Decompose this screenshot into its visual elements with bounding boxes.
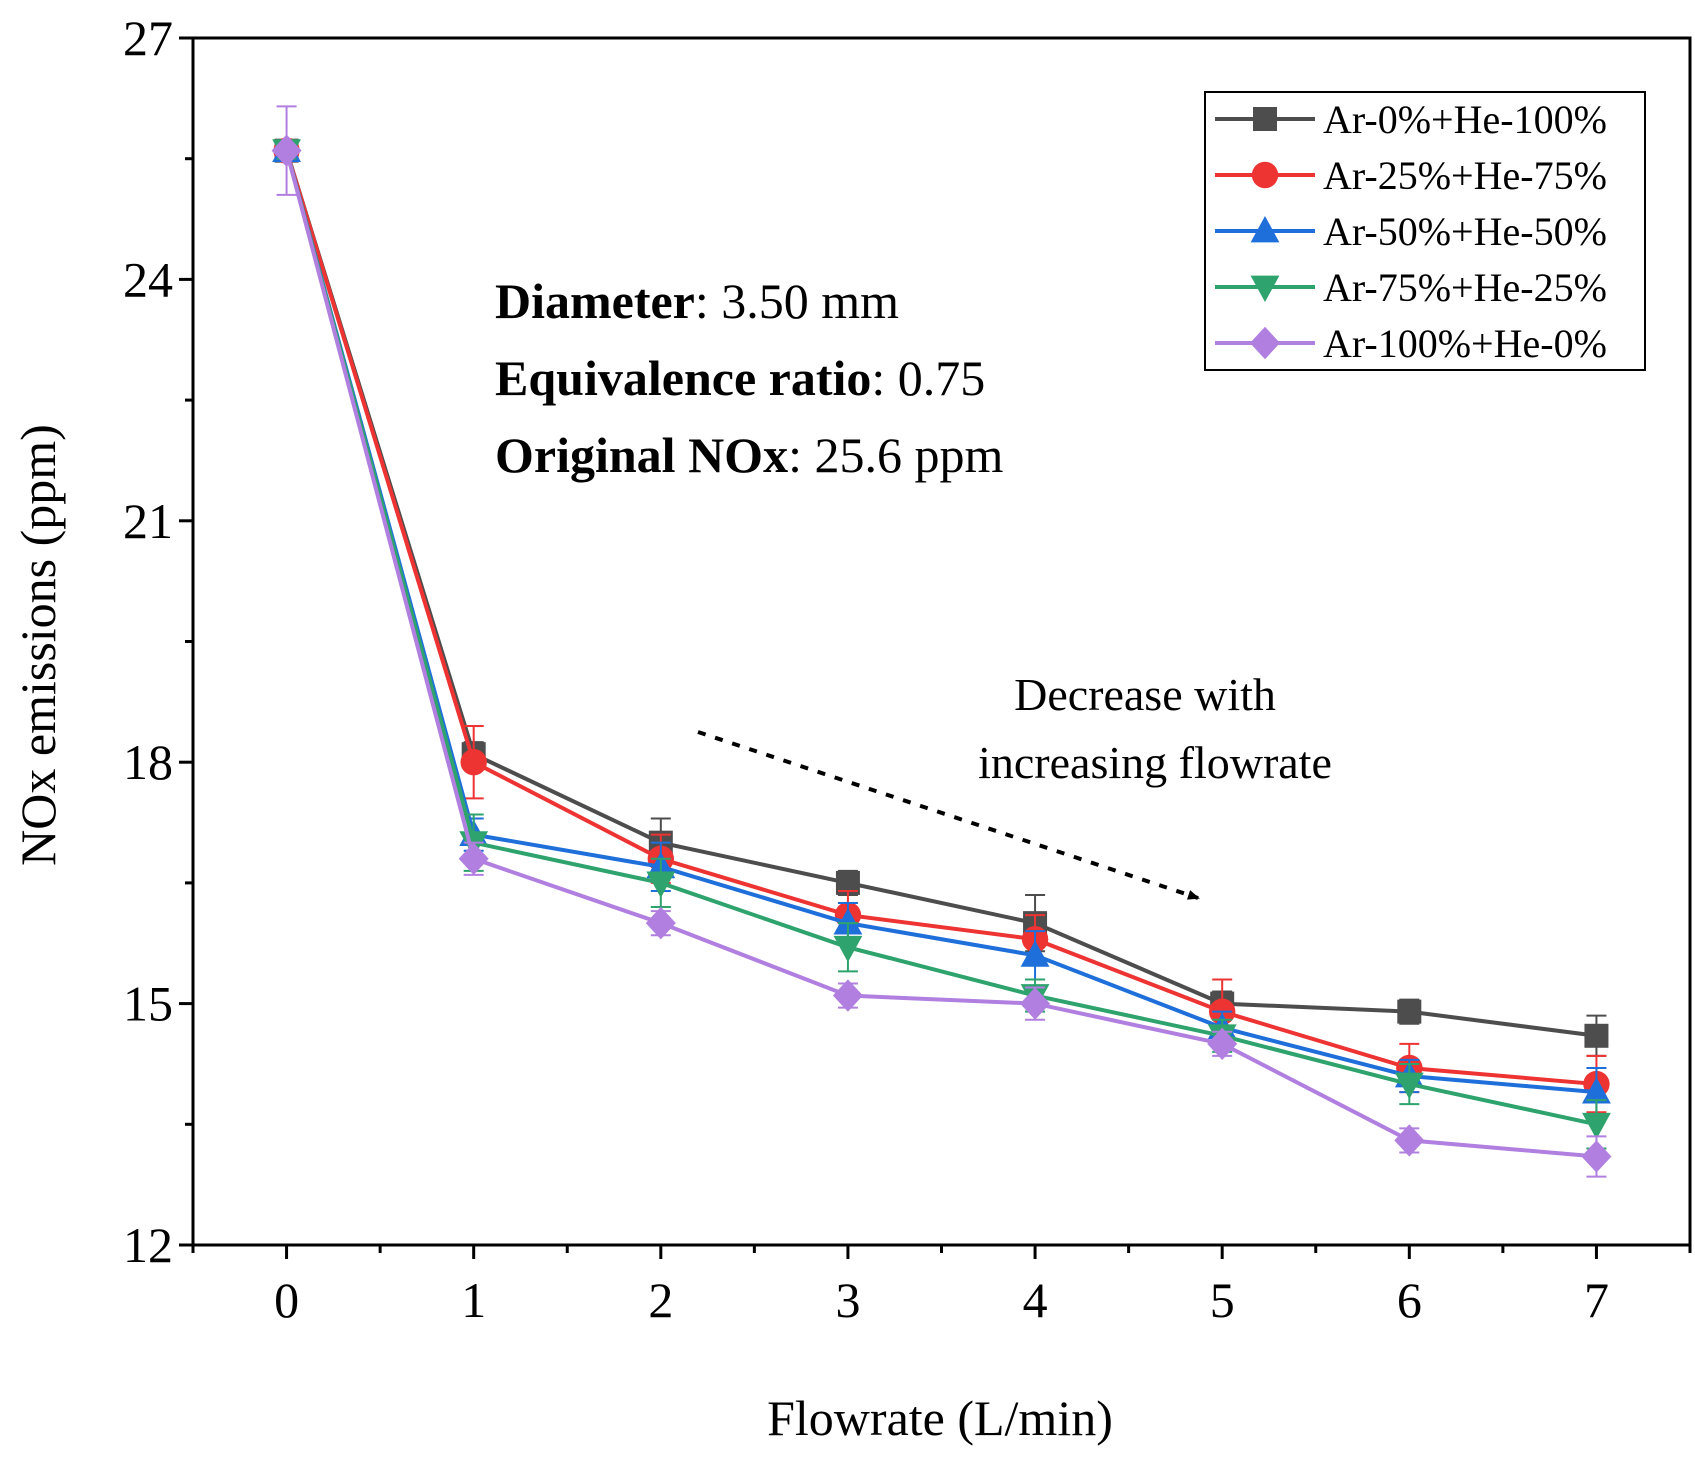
data-point — [271, 134, 302, 167]
info-line-equivalence: Equivalence ratio: 0.75 — [495, 350, 985, 406]
legend-label: Ar-75%+He-25% — [1323, 265, 1607, 310]
y-tick-label: 27 — [123, 10, 173, 66]
series-line — [284, 150, 1597, 1038]
series-line — [284, 150, 1597, 1087]
data-point — [458, 842, 489, 875]
x-tick-label: 6 — [1397, 1272, 1422, 1328]
info-value-original-nox: : 25.6 ppm — [788, 427, 1003, 483]
legend-swatch-marker — [1253, 107, 1277, 131]
y-tick-label: 12 — [123, 1217, 173, 1273]
y-tick-label: 21 — [123, 493, 173, 549]
data-point — [1020, 940, 1050, 967]
trend-arrow — [697, 730, 1200, 900]
x-tick-label: 3 — [835, 1272, 860, 1328]
y-axis-title: NOx emissions (ppm) — [10, 424, 66, 866]
series-4 — [271, 105, 1612, 1178]
data-point — [1582, 1077, 1611, 1104]
info-annotation: Diameter: 3.50 mm Equivalence ratio: 0.7… — [495, 273, 1003, 483]
info-label-original-nox: Original NOx — [495, 427, 788, 483]
series — [271, 105, 1612, 1178]
data-point — [646, 871, 676, 898]
legend-swatch-marker — [1250, 326, 1280, 360]
x-tick-label: 0 — [274, 1272, 299, 1328]
series-line — [284, 150, 1597, 1095]
info-line-diameter: Diameter: 3.50 mm — [495, 273, 899, 329]
info-line-original-nox: Original NOx: 25.6 ppm — [495, 427, 1003, 483]
legend-label: Ar-0%+He-100% — [1323, 97, 1607, 142]
x-tick-label: 1 — [461, 1272, 486, 1328]
legend-label: Ar-25%+He-75% — [1323, 153, 1607, 198]
data-point — [1394, 1124, 1425, 1157]
x-tick-label: 2 — [648, 1272, 673, 1328]
data-point — [833, 908, 863, 935]
data-point — [1207, 1027, 1238, 1061]
trend-text-line1: Decrease with — [1014, 669, 1276, 720]
legend: Ar-0%+He-100% Ar-25%+He-75% Ar-50%+He-50% A… — [1204, 91, 1646, 371]
data-point — [1582, 1112, 1611, 1140]
data-point — [833, 935, 863, 963]
data-point — [1020, 987, 1051, 1020]
data-point — [1397, 999, 1422, 1024]
legend-swatch-marker — [1250, 275, 1280, 302]
data-point — [645, 906, 676, 940]
info-label-equivalence: Equivalence ratio — [495, 350, 871, 406]
info-label-diameter: Diameter — [495, 273, 695, 329]
x-tick-label: 4 — [1023, 1272, 1048, 1328]
series-line — [284, 150, 1597, 1159]
data-point — [1394, 1072, 1424, 1100]
legend-label: Ar-50%+He-50% — [1323, 209, 1607, 254]
trend-text-line2: increasing flowrate — [978, 737, 1332, 788]
legend-label: Ar-100%+He-0% — [1323, 321, 1607, 366]
info-value-equivalence: : 0.75 — [871, 350, 985, 406]
x-tick-label: 7 — [1584, 1272, 1609, 1328]
data-point — [832, 979, 863, 1012]
y-tick-label: 18 — [123, 734, 173, 790]
data-point — [1584, 1023, 1609, 1048]
series-line — [284, 150, 1597, 1127]
x-tick-label: 5 — [1210, 1272, 1235, 1328]
data-point — [460, 749, 487, 776]
legend-swatch-marker — [1250, 216, 1280, 243]
data-point — [1581, 1140, 1612, 1173]
y-tick-label: 15 — [123, 976, 173, 1032]
legend-swatch-marker — [1251, 161, 1279, 189]
x-axis-title: Flowrate (L/min) — [767, 1390, 1113, 1446]
info-value-diameter: : 3.50 mm — [695, 273, 899, 329]
y-tick-label: 24 — [123, 251, 173, 307]
